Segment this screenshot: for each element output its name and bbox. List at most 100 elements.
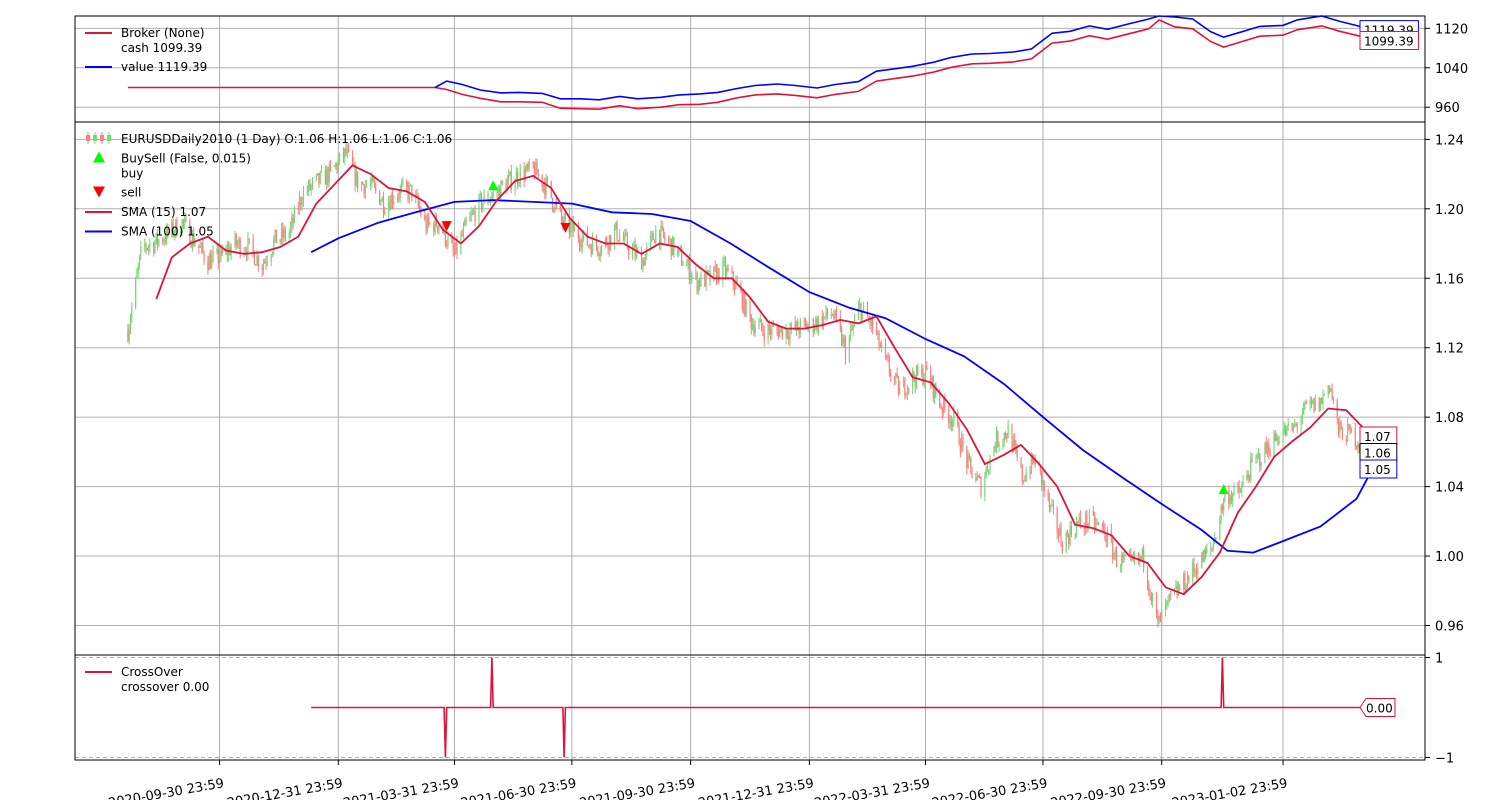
candle-body: [496, 192, 498, 194]
price-panel: 0.96 1.00 1.04 1.08 1.12 1.16 1.20 1.24 1.07 1.06…: [74, 121, 1464, 656]
candle-body: [1158, 615, 1160, 621]
candle-body: [650, 235, 652, 247]
candle-body: [1033, 457, 1035, 464]
candle-body: [724, 260, 727, 275]
candle-body: [1241, 485, 1243, 493]
y-tick-label: 960: [1435, 101, 1460, 116]
candle-body: [779, 329, 781, 338]
candle-body: [180, 232, 182, 236]
candle-body: [198, 244, 200, 248]
candle-body: [265, 261, 267, 263]
candle-body: [1166, 600, 1168, 606]
candle-body: [282, 228, 284, 238]
candle-body: [1119, 566, 1122, 568]
broker-series-line: [434, 15, 1370, 101]
sell-marker: [560, 222, 571, 233]
candle-body: [696, 273, 698, 292]
x-tick-label: 2021-12-31 23:59: [697, 776, 815, 800]
candle-body: [832, 314, 834, 316]
candle-body: [1012, 439, 1014, 452]
candle-body: [852, 325, 854, 330]
candle-body: [859, 303, 861, 307]
candle-body: [628, 247, 630, 255]
candle-body: [553, 208, 555, 211]
candle-body: [1332, 397, 1334, 401]
candle-body: [745, 299, 747, 316]
candle-body: [613, 228, 616, 246]
candle-body: [971, 466, 973, 478]
last-value-label: 1099.39: [1364, 34, 1414, 48]
candle-body: [528, 161, 530, 169]
candle-body: [957, 411, 959, 425]
candle-body: [1223, 499, 1225, 511]
candle-body: [336, 163, 338, 170]
candle-body: [424, 215, 426, 219]
candle-body: [924, 366, 927, 380]
candle-body: [155, 233, 157, 243]
candle-body: [545, 178, 547, 195]
candle-body: [1202, 552, 1204, 563]
candle-body: [364, 185, 366, 194]
candle-body: [302, 190, 305, 204]
candle-body: [715, 267, 718, 283]
candle-body: [644, 254, 647, 266]
candle-body: [1309, 400, 1311, 404]
candle-body: [517, 172, 519, 184]
candle-body: [670, 238, 672, 256]
candle-body: [137, 265, 139, 273]
candle-body: [661, 226, 663, 228]
candle-body: [741, 291, 743, 310]
candle-body: [464, 220, 466, 227]
legend-candle-icon: [100, 135, 104, 141]
candle-body: [1269, 454, 1271, 456]
candle-body: [589, 245, 591, 247]
candle-body: [625, 233, 627, 235]
candle-body: [577, 227, 579, 239]
candle-body: [175, 219, 177, 233]
candle-body: [473, 211, 475, 213]
candle-body: [599, 253, 601, 256]
candle-body: [1066, 532, 1069, 536]
candle-body: [470, 213, 472, 217]
candle-body: [158, 239, 160, 245]
candle-body: [986, 467, 989, 472]
candle-body: [1323, 394, 1325, 396]
candle-body: [966, 446, 968, 468]
candle-body: [841, 328, 843, 345]
candle-body: [761, 319, 763, 329]
candle-body: [266, 261, 268, 263]
candle-body: [795, 321, 798, 330]
candle-body: [713, 266, 715, 282]
candle-body: [1152, 593, 1154, 601]
candle-body: [948, 408, 950, 424]
candle-body: [1056, 508, 1058, 533]
candle-body: [1201, 552, 1203, 568]
candle-body: [1047, 490, 1049, 497]
candle-body: [908, 387, 910, 389]
candle-body: [866, 305, 869, 318]
candle-body: [1268, 443, 1270, 455]
candle-body: [998, 444, 1000, 447]
candle-body: [1314, 397, 1316, 411]
candle-body: [326, 169, 328, 185]
candle-body: [533, 167, 536, 178]
candle-body: [153, 243, 155, 253]
candle-body: [781, 326, 783, 339]
candle-body: [416, 194, 418, 197]
candle-body: [579, 238, 581, 246]
candle-body: [718, 268, 720, 282]
candle-body: [777, 329, 779, 338]
candle-body: [961, 437, 963, 452]
candle-body: [527, 164, 529, 169]
candle-body: [426, 216, 428, 232]
candle-body: [848, 337, 850, 361]
candle-body: [519, 168, 521, 184]
x-tick-label: 2022-06-30 23:59: [931, 776, 1049, 800]
candle-body: [274, 229, 276, 240]
candle-body: [1229, 496, 1231, 505]
candle-body: [1233, 485, 1235, 494]
candle-body: [135, 278, 137, 307]
candle-body: [1238, 486, 1240, 493]
candle-body: [1204, 550, 1207, 554]
